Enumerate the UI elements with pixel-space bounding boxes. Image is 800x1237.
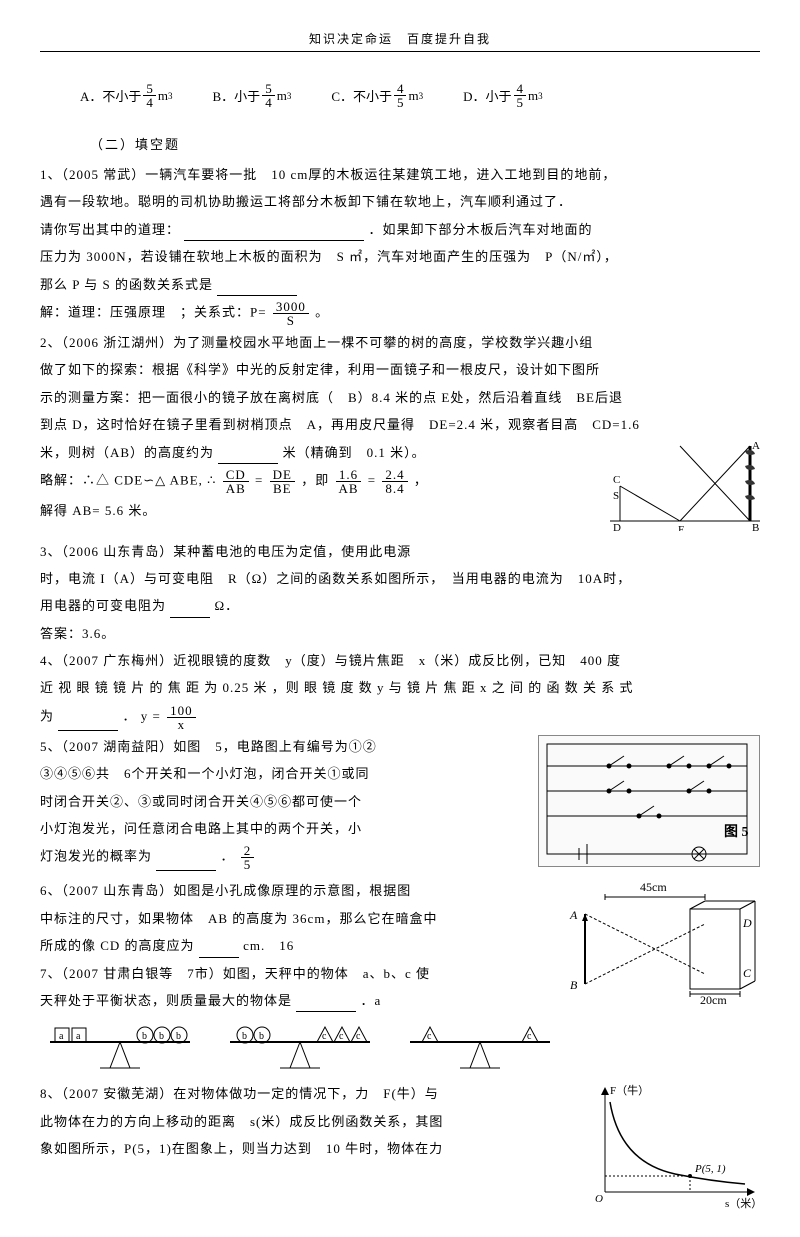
option-c: C．不小于 45 m3 <box>331 82 423 109</box>
section-title: （二）填空题 <box>90 134 760 153</box>
svg-text:b: b <box>259 1031 264 1042</box>
q3-l2: 时，电流 I（A）与可变电阻 R（Ω）之间的函数关系如图所示， 当用电器的电流为… <box>40 567 760 590</box>
svg-text:A: A <box>569 908 578 922</box>
q4-l1: 4、（2007 广东梅州）近视眼镜的度数 y（度）与镜片焦距 x（米）成反比例，… <box>40 649 760 672</box>
svg-text:O: O <box>595 1193 603 1205</box>
q1-line4: 压力为 3000N，若设铺在软地上木板的面积为 S ㎡，汽车对地面产生的压强为 … <box>40 245 760 268</box>
blank <box>218 449 278 464</box>
svg-text:c: c <box>427 1031 432 1042</box>
q1-answer: 解：道理：压强原理 ；关系式：P= 3000S 。 <box>40 300 760 327</box>
svg-text:c: c <box>322 1031 327 1042</box>
circuit-figure: 图 5 <box>538 735 760 867</box>
svg-text:F（牛）: F（牛） <box>610 1083 649 1097</box>
svg-text:D: D <box>613 522 621 531</box>
blank <box>58 716 118 731</box>
svg-text:C: C <box>743 966 752 980</box>
q8-block: F（牛） s（米） P(5, 1) O 8、（2007 安徽芜湖）在对物体做功一… <box>40 1082 760 1217</box>
svg-text:A: A <box>752 441 760 452</box>
page-header: 知识决定命运 百度提升自我 <box>40 30 760 52</box>
q4-l2: 近 视 眼 镜 镜 片 的 焦 距 为 0.25 米 ，则 眼 镜 度 数 y … <box>40 676 760 699</box>
blank <box>217 281 297 296</box>
balance-2: b b c c c <box>220 1020 380 1074</box>
q1-line2: 遇有一段软地。聪明的司机协助搬运工将部分木板卸下铺在软地上，汽车顺利通过了． <box>40 190 760 213</box>
answer-options: A．不小于 54 m3 B．小于 54 m3 C．不小于 45 m3 D．小于 … <box>80 82 760 109</box>
svg-text:s（米）: s（米） <box>725 1197 760 1210</box>
svg-text:b: b <box>176 1031 181 1042</box>
blank <box>156 856 216 871</box>
blank <box>170 603 210 618</box>
svg-text:45cm: 45cm <box>640 880 667 894</box>
q1-line1: 1、（2005 常武）一辆汽车要将一批 10 cm厚的木板运往某建筑工地，进入工… <box>40 163 760 186</box>
svg-text:D: D <box>742 916 752 930</box>
pinhole-figure: 45cm A B D C 20cm <box>560 879 760 1009</box>
svg-text:B: B <box>570 978 578 992</box>
svg-text:图 5: 图 5 <box>724 824 749 840</box>
q2-l2: 做了如下的探索：根据《科学》中光的反射定律，利用一面镜子和一根皮尺，设计如下图所 <box>40 358 760 381</box>
blank <box>296 997 356 1012</box>
option-d: D．小于 45 m3 <box>463 82 543 109</box>
mirror-figure: C S D E A B <box>610 441 760 531</box>
svg-text:a: a <box>76 1031 81 1042</box>
svg-text:S: S <box>613 490 619 502</box>
q4-l3: 为 ． y = 100x <box>40 704 760 731</box>
q3-answer: 答案：3.6。 <box>40 622 760 645</box>
document-page: 知识决定命运 百度提升自我 A．不小于 54 m3 B．小于 54 m3 C．不… <box>0 0 800 1237</box>
q2-l3: 示的测量方案：把一面很小的镜子放在离树底（ B）8.4 米的点 E处，然后沿着直… <box>40 386 760 409</box>
q3-l1: 3、（2006 山东青岛）某种蓄电池的电压为定值，使用此电源 <box>40 540 760 563</box>
svg-text:C: C <box>613 474 620 486</box>
svg-text:c: c <box>339 1031 344 1042</box>
svg-text:c: c <box>527 1031 532 1042</box>
q1-line5: 那么 P 与 S 的函数关系式是 <box>40 273 760 296</box>
q6-block: 45cm A B D C 20cm <box>40 879 760 957</box>
svg-text:b: b <box>142 1031 147 1042</box>
q1-line3: 请你写出其中的道理： ．如果卸下部分木板后汽车对地面的 <box>40 218 760 241</box>
graph-figure: F（牛） s（米） P(5, 1) O <box>580 1082 760 1212</box>
svg-text:a: a <box>59 1031 64 1042</box>
svg-text:c: c <box>356 1031 361 1042</box>
option-b: B．小于 54 m3 <box>213 82 292 109</box>
blank <box>199 943 239 958</box>
svg-text:P(5, 1): P(5, 1) <box>694 1163 726 1175</box>
q5-block: 图 5 5、（2007 湖南益阳）如图 5，电路图上有编号为①② ③④⑤⑥共 6… <box>40 735 760 876</box>
svg-text:B: B <box>752 522 759 531</box>
svg-text:20cm: 20cm <box>700 993 727 1007</box>
svg-text:E: E <box>678 524 685 531</box>
balance-1: a a b b b <box>40 1020 200 1074</box>
svg-text:b: b <box>159 1031 164 1042</box>
q2-l4: 到点 D，这时恰好在镜子里看到树梢顶点 A，再用皮尺量得 DE=2.4 米，观察… <box>40 413 760 436</box>
q3-l3: 用电器的可变电阻为 Ω． <box>40 594 760 617</box>
blank <box>184 226 364 241</box>
q2-l1: 2、（2006 浙江湖州）为了测量校园水平地面上一棵不可攀的树的高度，学校数学兴… <box>40 331 760 354</box>
q2-block: 2、（2006 浙江湖州）为了测量校园水平地面上一棵不可攀的树的高度，学校数学兴… <box>40 331 760 536</box>
balance-figures: a a b b b b b c c c <box>40 1020 760 1074</box>
balance-3: c c <box>400 1020 560 1074</box>
svg-text:b: b <box>242 1031 247 1042</box>
option-a: A．不小于 54 m3 <box>80 82 173 109</box>
